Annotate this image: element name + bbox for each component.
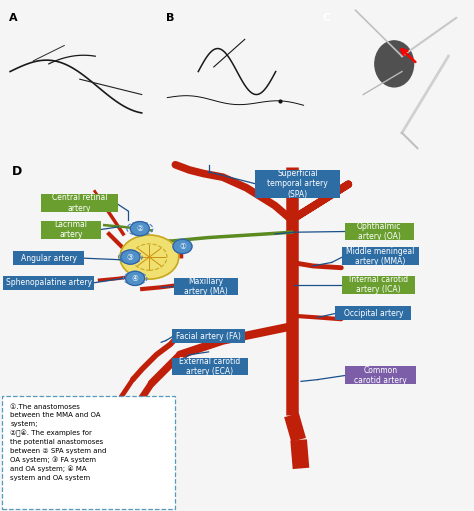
Text: Middle meningeal
artery (MMA): Middle meningeal artery (MMA) <box>346 247 415 266</box>
Circle shape <box>173 239 192 253</box>
Text: B: B <box>166 13 174 24</box>
FancyBboxPatch shape <box>335 306 411 320</box>
FancyBboxPatch shape <box>174 277 238 295</box>
Text: Common
carotid artery: Common carotid artery <box>354 366 407 385</box>
Text: Lacrimal
artery: Lacrimal artery <box>55 220 88 240</box>
FancyBboxPatch shape <box>2 396 175 509</box>
Text: Central retinal
artery: Central retinal artery <box>52 193 107 213</box>
Text: Facial artery (FA): Facial artery (FA) <box>176 332 240 341</box>
FancyBboxPatch shape <box>3 276 94 290</box>
Circle shape <box>126 271 145 286</box>
Circle shape <box>121 250 140 264</box>
Text: External carotid
artery (ECA): External carotid artery (ECA) <box>179 357 240 376</box>
FancyBboxPatch shape <box>13 251 84 265</box>
Text: Maxillary
artery (MA): Maxillary artery (MA) <box>184 277 228 296</box>
Circle shape <box>130 222 149 236</box>
Text: Angular artery: Angular artery <box>20 253 77 263</box>
Text: A: A <box>9 13 17 24</box>
Text: Internal carotid
artery (ICA): Internal carotid artery (ICA) <box>349 275 408 294</box>
FancyBboxPatch shape <box>41 194 118 212</box>
Text: C: C <box>323 13 331 24</box>
Text: Occipital artery: Occipital artery <box>344 309 403 318</box>
FancyBboxPatch shape <box>41 221 101 239</box>
Text: Superficial
temporal artery
(SPA): Superficial temporal artery (SPA) <box>267 169 328 199</box>
Text: ③: ③ <box>127 252 134 262</box>
Text: ②: ② <box>137 224 143 233</box>
FancyBboxPatch shape <box>172 358 248 376</box>
Circle shape <box>120 235 179 279</box>
FancyBboxPatch shape <box>342 247 419 265</box>
Text: ④: ④ <box>132 274 138 283</box>
FancyBboxPatch shape <box>342 276 415 294</box>
FancyBboxPatch shape <box>172 329 245 343</box>
Text: Ophthalmic
artery (OA): Ophthalmic artery (OA) <box>357 222 401 241</box>
Text: ①.The anastomoses
between the MMA and OA
system;
②～④. The examples for
the poten: ①.The anastomoses between the MMA and OA… <box>10 404 107 481</box>
FancyBboxPatch shape <box>345 223 414 240</box>
Text: D: D <box>12 165 22 178</box>
FancyBboxPatch shape <box>255 170 340 198</box>
Text: Sphenopalatine artery: Sphenopalatine artery <box>6 278 91 288</box>
FancyBboxPatch shape <box>345 366 416 384</box>
Ellipse shape <box>375 41 413 87</box>
Text: ①: ① <box>179 242 186 251</box>
